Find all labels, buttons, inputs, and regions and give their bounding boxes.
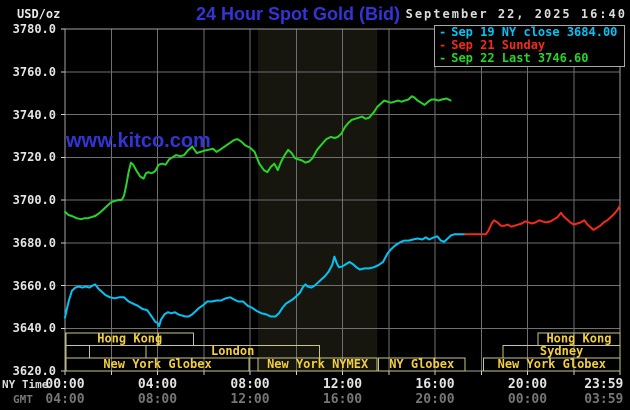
legend-line-swatch: -	[439, 51, 447, 65]
legend-item-sep21: - Sep 21 Sunday	[439, 39, 624, 52]
x-axis-tick-label-ny: 04:00	[137, 377, 178, 392]
session-label: Sydney	[540, 344, 583, 358]
y-axis-tick-label: 3760.0	[12, 64, 56, 79]
session-row-americas: New York Globex New York NYMEX NY Globex Ne…	[65, 357, 621, 372]
legend-label: Sep 19 NY close 3684.00	[451, 25, 618, 39]
session-label: London	[211, 344, 254, 358]
legend-label: Sep 21 Sunday	[451, 38, 546, 52]
x-axis-tick-label-gmt: 12:00	[230, 392, 270, 407]
legend-item-sep22: - Sep 22 Last 3746.60	[439, 52, 624, 65]
x-axis-tick-label-gmt: 16:00	[322, 392, 363, 407]
y-axis-tick-label: 3680.0	[12, 235, 56, 250]
price-line-0	[64, 233, 467, 328]
x-axis-tick-label-gmt: 04:00	[45, 392, 85, 407]
session-box	[257, 357, 378, 372]
y-axis-unit-label: USD/oz	[17, 7, 61, 21]
y-axis-tick-label: 3640.0	[12, 321, 56, 336]
y-axis-tick-label: 3620.0	[12, 364, 56, 378]
session-box	[377, 357, 466, 372]
x-axis-tick-label-ny: 20:00	[507, 377, 548, 392]
session-label: Hong Kong	[546, 332, 611, 346]
page-title: 24 Hour Spot Gold (Bid)	[196, 4, 400, 24]
session-box	[65, 357, 250, 372]
x-axis-name-gmt: GMT	[13, 393, 33, 406]
y-axis-tick-label: 3720.0	[12, 150, 56, 165]
legend-line-swatch: -	[439, 25, 447, 39]
x-axis-name-ny-time: NY Time	[2, 378, 49, 391]
x-axis-tick-label-gmt: 08:00	[137, 392, 178, 407]
chart-datetime: September 22, 2025 16:40	[405, 7, 627, 21]
legend-label: Sep 22 Last 3746.60	[451, 51, 589, 65]
x-axis-tick-label-ny: 23:59	[584, 377, 624, 392]
legend-item-sep19: - Sep 19 NY close 3684.00	[439, 26, 624, 39]
y-axis-tick-label: 3740.0	[12, 107, 56, 122]
y-axis-tick-label: 3700.0	[12, 193, 56, 207]
axis-ticks	[61, 28, 621, 375]
session-label: Hong Kong	[97, 332, 162, 346]
x-axis-tick-label-ny: 12:00	[322, 377, 363, 392]
y-axis-tick-label: 3780.0	[12, 22, 56, 36]
price-line-1	[464, 205, 621, 236]
session-box	[483, 357, 621, 372]
x-axis-tick-label-gmt: 03:59	[584, 392, 624, 407]
y-axis-tick-label: 3660.0	[12, 278, 56, 293]
legend-line-swatch: -	[439, 38, 447, 52]
session-label: New York Globex	[103, 357, 211, 371]
x-axis-tick-label-gmt: 00:00	[507, 392, 548, 407]
grid	[64, 28, 621, 372]
kitco-watermark: www.kitco.com	[66, 130, 211, 152]
x-axis-tick-label-ny: 08:00	[230, 377, 270, 392]
session-box	[65, 345, 90, 359]
price-line-2	[64, 95, 452, 221]
session-label: NY Globex	[389, 357, 454, 371]
legend: - Sep 19 NY close 3684.00 - Sep 21 Sunday …	[434, 25, 625, 67]
x-axis-tick-label-ny: 00:00	[45, 377, 85, 392]
session-label: New York NYMEX	[267, 357, 369, 371]
x-axis-tick-label-ny: 16:00	[415, 377, 455, 392]
x-axis-tick-label-gmt: 20:00	[415, 392, 455, 407]
session-label: New York Globex	[498, 357, 606, 371]
